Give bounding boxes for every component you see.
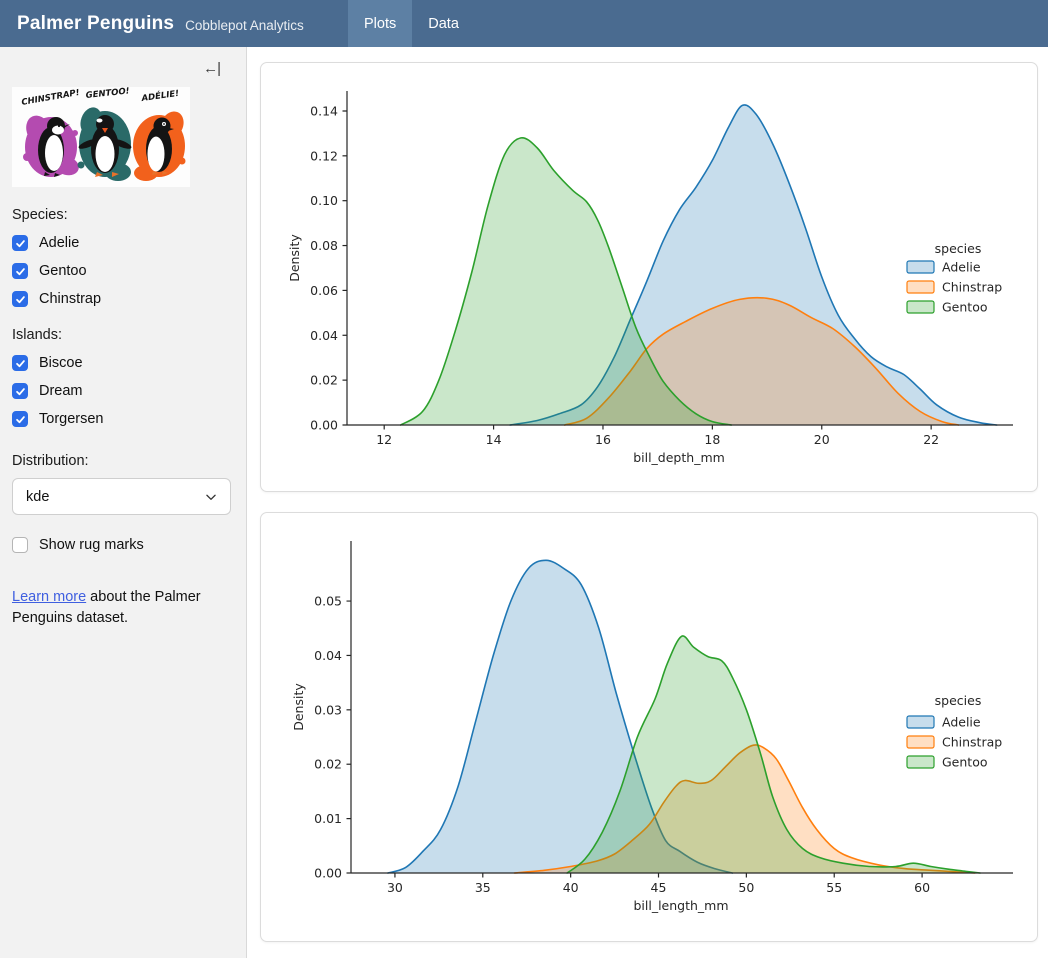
x-axis-label: bill_depth_mm <box>633 450 725 465</box>
nav-tabs: Plots Data <box>348 0 475 47</box>
gentoo-checkbox[interactable] <box>12 263 28 279</box>
x-tick-label: 35 <box>475 880 491 895</box>
y-tick-label: 0.02 <box>310 373 338 388</box>
y-tick-label: 0.06 <box>310 283 338 298</box>
y-tick-label: 0.00 <box>310 418 338 433</box>
species-section-label: Species: <box>12 207 234 223</box>
legend-patch-adelie <box>907 261 934 273</box>
y-tick-label: 0.03 <box>314 702 342 717</box>
distribution-select[interactable]: kde <box>12 478 231 515</box>
x-tick-label: 20 <box>814 432 830 447</box>
app-brand: Palmer Penguins Cobblepot Analytics <box>0 0 348 47</box>
legend-title: species <box>935 693 982 708</box>
x-axis-label: bill_length_mm <box>633 898 728 913</box>
y-axis-label: Density <box>291 683 306 731</box>
app-body: ←| <box>0 47 1048 958</box>
islands-section-label: Islands: <box>12 327 234 343</box>
plot-card-bill-length: 30 35 40 45 50 55 60 0.00 0.01 0.02 0.03 0.04 0.05 bi… <box>260 512 1038 942</box>
legend-title: species <box>935 241 982 256</box>
y-tick-label: 0.12 <box>310 148 338 163</box>
x-tick-label: 40 <box>563 880 579 895</box>
x-tick-label: 45 <box>651 880 667 895</box>
checkbox-row-gentoo[interactable]: Gentoo <box>12 263 234 279</box>
x-tick-label: 18 <box>704 432 720 447</box>
distribution-section-label: Distribution: <box>12 453 234 469</box>
plot-card-bill-depth: 12 14 16 18 20 22 0.00 0.02 0.04 0.06 0.08 0.10 0.12… <box>260 62 1038 492</box>
x-tick-label: 30 <box>387 880 403 895</box>
legend-label-chinstrap: Chinstrap <box>942 735 1002 750</box>
legend-patch-gentoo <box>907 301 934 313</box>
checkbox-row-adelie[interactable]: Adelie <box>12 235 234 251</box>
y-tick-label: 0.04 <box>310 328 338 343</box>
x-tick-label: 60 <box>914 880 930 895</box>
chinstrap-checkbox[interactable] <box>12 291 28 307</box>
tab-plots[interactable]: Plots <box>348 0 412 47</box>
checkbox-row-rug-marks[interactable]: Show rug marks <box>12 537 234 553</box>
y-axis-label: Density <box>287 234 302 282</box>
legend-label-gentoo: Gentoo <box>942 300 988 315</box>
y-tick-label: 0.02 <box>314 757 342 772</box>
rug-marks-checkbox[interactable] <box>12 537 28 553</box>
y-tick-label: 0.04 <box>314 648 342 663</box>
y-tick-label: 0.00 <box>314 866 342 881</box>
biscoe-checkbox[interactable] <box>12 355 28 371</box>
x-tick-label: 55 <box>826 880 842 895</box>
rug-marks-checkbox-label: Show rug marks <box>39 537 144 553</box>
checkbox-row-dream[interactable]: Dream <box>12 383 234 399</box>
checkbox-row-torgersen[interactable]: Torgersen <box>12 411 234 427</box>
app-title: Palmer Penguins <box>17 13 174 35</box>
x-tick-label: 50 <box>738 880 754 895</box>
legend-patch-chinstrap <box>907 736 934 748</box>
tab-data[interactable]: Data <box>412 0 475 47</box>
y-tick-label: 0.10 <box>310 193 338 208</box>
kde-plot-bill-depth: 12 14 16 18 20 22 0.00 0.02 0.04 0.06 0.08 0.10 0.12… <box>261 63 1037 491</box>
legend-label-gentoo: Gentoo <box>942 755 988 770</box>
checkbox-row-chinstrap[interactable]: Chinstrap <box>12 291 234 307</box>
y-tick-label: 0.01 <box>314 811 342 826</box>
x-tick-label: 14 <box>486 432 502 447</box>
learn-more-link[interactable]: Learn more <box>12 589 86 605</box>
distribution-selected-value: kde <box>26 489 49 505</box>
gentoo-checkbox-label: Gentoo <box>39 263 87 279</box>
biscoe-checkbox-label: Biscoe <box>39 355 83 371</box>
penguin-artwork-image: CHINSTRAP! GENTOO! ADÉLIE! <box>12 87 190 187</box>
dream-checkbox-label: Dream <box>39 383 83 399</box>
legend-patch-gentoo <box>907 756 934 768</box>
x-tick-label: 16 <box>595 432 611 447</box>
adelie-checkbox[interactable] <box>12 235 28 251</box>
sidebar-footer-text: Learn more about the Palmer Penguins dat… <box>12 587 212 629</box>
dream-checkbox[interactable] <box>12 383 28 399</box>
main-content: 12 14 16 18 20 22 0.00 0.02 0.04 0.06 0.08 0.10 0.12… <box>247 47 1048 958</box>
legend-label-adelie: Adelie <box>942 260 981 275</box>
kde-plot-bill-length: 30 35 40 45 50 55 60 0.00 0.01 0.02 0.03 0.04 0.05 bi… <box>261 513 1037 941</box>
checkbox-row-biscoe[interactable]: Biscoe <box>12 355 234 371</box>
x-tick-label: 12 <box>376 432 392 447</box>
y-tick-label: 0.05 <box>314 594 342 609</box>
y-tick-label: 0.14 <box>310 103 338 118</box>
sidebar: ←| <box>0 47 247 958</box>
torgersen-checkbox[interactable] <box>12 411 28 427</box>
legend-label-adelie: Adelie <box>942 715 981 730</box>
adelie-checkbox-label: Adelie <box>39 235 79 251</box>
chinstrap-checkbox-label: Chinstrap <box>39 291 101 307</box>
app-subtitle: Cobblepot Analytics <box>185 15 304 33</box>
legend-label-chinstrap: Chinstrap <box>942 280 1002 295</box>
legend-patch-adelie <box>907 716 934 728</box>
y-tick-label: 0.08 <box>310 238 338 253</box>
chevron-down-icon <box>204 490 218 504</box>
legend-patch-chinstrap <box>907 281 934 293</box>
x-tick-label: 22 <box>923 432 939 447</box>
navbar: Palmer Penguins Cobblepot Analytics Plot… <box>0 0 1048 47</box>
sidebar-collapse-icon[interactable]: ←| <box>203 61 220 76</box>
torgersen-checkbox-label: Torgersen <box>39 411 103 427</box>
